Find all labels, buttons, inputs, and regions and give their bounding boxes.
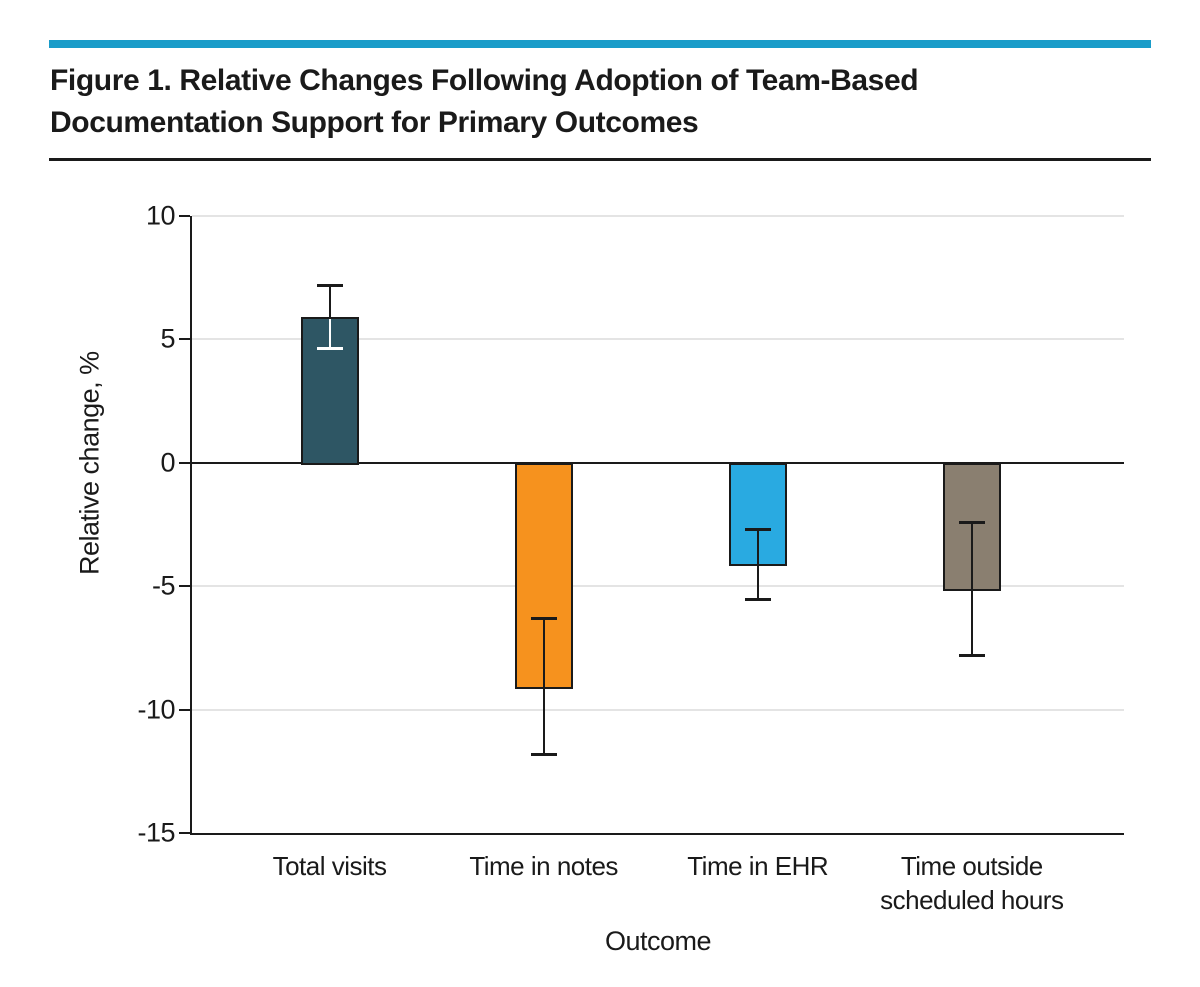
error-cap-lower xyxy=(744,597,771,601)
x-category-label-3: Time in EHR xyxy=(687,851,829,881)
figure-title: Figure 1. Relative Changes Following Ado… xyxy=(50,60,1110,144)
error-whisker xyxy=(542,618,545,755)
zero-baseline xyxy=(192,461,1124,464)
y-axis-tick-label--15: -15 xyxy=(137,817,175,848)
x-category-label-2: Time in notes xyxy=(469,851,618,881)
gridline-y--5 xyxy=(192,585,1124,588)
x-axis-title: Outcome xyxy=(604,926,712,956)
error-whisker-lower xyxy=(328,319,331,350)
y-axis-tick-label-10: 10 xyxy=(145,200,176,231)
title-divider-rule xyxy=(49,158,1151,161)
gridline-y-5 xyxy=(192,338,1124,341)
error-cap-lower xyxy=(530,753,557,757)
y-axis-tick-label-5: 5 xyxy=(160,323,175,354)
error-whisker-upper xyxy=(328,285,331,318)
figure-title-line-1: Figure 1. Relative Changes Following Ado… xyxy=(50,64,919,97)
error-cap-upper xyxy=(530,617,557,621)
gridline-y--10 xyxy=(192,708,1124,711)
y-axis-title: Relative change, % xyxy=(74,350,105,575)
x-category-label-4: Time outside scheduled hours xyxy=(880,851,1064,915)
error-whisker xyxy=(756,529,759,599)
error-cap-upper xyxy=(744,528,771,532)
y-axis-tick--5 xyxy=(179,585,190,588)
y-axis-tick-label--10: -10 xyxy=(137,694,175,725)
accent-top-bar xyxy=(49,40,1151,48)
figure-title-line-2: Documentation Support for Primary Outcom… xyxy=(50,106,699,139)
y-axis-tick--10 xyxy=(179,708,190,711)
y-axis-tick-label--5: -5 xyxy=(151,570,176,601)
y-axis-tick-5 xyxy=(179,338,190,341)
error-whisker xyxy=(970,522,973,656)
y-axis-tick-label-0: 0 xyxy=(160,447,175,478)
error-cap-upper xyxy=(316,284,343,288)
y-axis-tick-10 xyxy=(179,215,190,217)
error-cap-lower xyxy=(958,654,985,658)
y-axis-tick-0 xyxy=(179,461,190,464)
error-cap-lower xyxy=(316,347,343,351)
error-cap-upper xyxy=(958,521,985,525)
gridline-y-10 xyxy=(192,215,1124,217)
bar-chart-plot-area: 10 5 0 -5 -10 -15 Relative change, % Total visi… xyxy=(75,202,1124,956)
y-axis-tick--15 xyxy=(179,832,190,834)
x-category-label-1: Total visits xyxy=(272,851,387,881)
